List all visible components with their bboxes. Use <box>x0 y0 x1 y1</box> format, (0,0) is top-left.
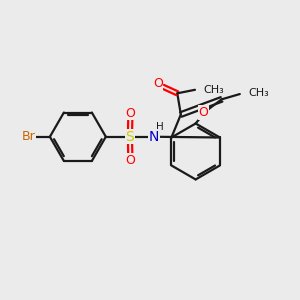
Text: Br: Br <box>22 130 36 143</box>
Text: S: S <box>126 130 134 144</box>
Text: N: N <box>149 130 159 144</box>
Text: CH₃: CH₃ <box>203 85 224 95</box>
Text: H: H <box>155 122 163 132</box>
Text: CH₃: CH₃ <box>248 88 269 98</box>
Text: O: O <box>153 77 163 90</box>
Text: O: O <box>199 106 208 119</box>
Text: O: O <box>125 107 135 120</box>
Text: O: O <box>125 154 135 167</box>
